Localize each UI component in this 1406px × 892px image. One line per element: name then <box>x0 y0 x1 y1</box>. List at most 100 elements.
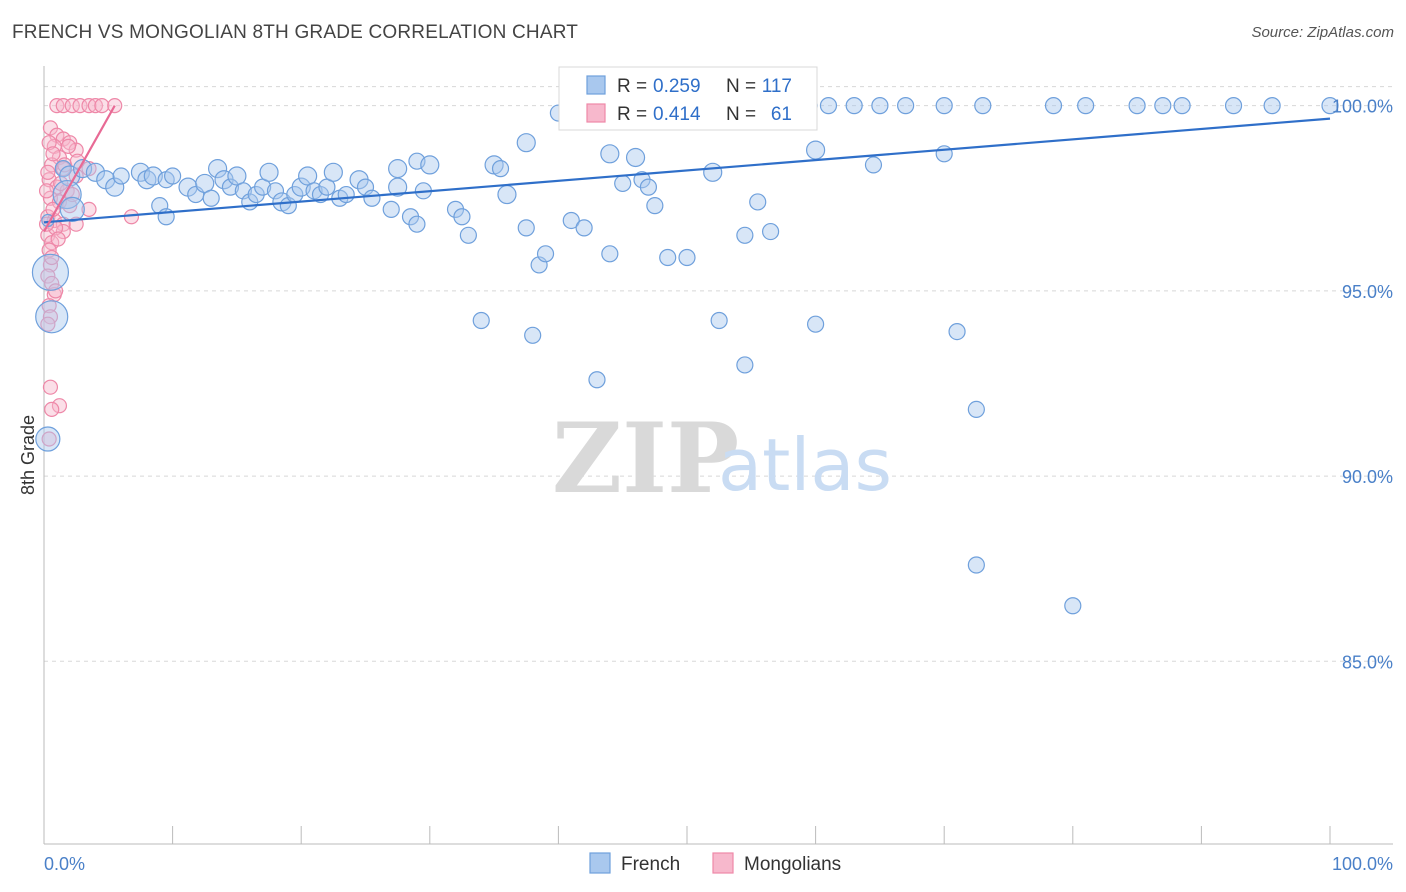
mongolians-point <box>38 183 55 199</box>
mongolians-point <box>64 98 80 114</box>
french-point <box>459 226 477 244</box>
french-point <box>164 167 182 185</box>
mongolians-point <box>50 231 66 247</box>
chart-title: FRENCH VS MONGOLIAN 8TH GRADE CORRELATIO… <box>12 22 579 43</box>
french-point <box>600 144 620 164</box>
trend-lines <box>43 105 1331 233</box>
french-r-value: 0.259 <box>653 76 701 97</box>
y-axis-label: 8th Grade <box>18 415 38 495</box>
french-point <box>221 178 240 196</box>
french-point <box>659 248 677 267</box>
french-swatch <box>586 75 606 95</box>
mongolians-point <box>68 142 84 158</box>
french-point <box>562 211 580 230</box>
french-point <box>35 300 69 334</box>
french-point <box>974 97 992 115</box>
mongolians-point <box>55 223 71 240</box>
french-point <box>736 226 754 244</box>
french-point <box>382 200 400 218</box>
mongolians-points <box>38 98 140 447</box>
french-point <box>1224 97 1243 115</box>
french-point <box>1321 97 1339 115</box>
french-point <box>31 253 70 291</box>
french-point <box>897 97 915 115</box>
french-point <box>323 162 343 182</box>
french-trend-line <box>43 117 1331 224</box>
french-point <box>1128 97 1146 115</box>
mongolians-point <box>41 135 57 151</box>
french-point <box>208 159 228 179</box>
french-point <box>805 140 826 160</box>
french-point <box>536 245 555 263</box>
french-point <box>227 166 247 186</box>
y-tick-labels: 85.0% 90.0% 95.0% 100.0% <box>1332 97 1393 673</box>
y-tick-label: 90.0% <box>1342 467 1393 487</box>
french-point <box>202 189 220 207</box>
mongolians-point <box>40 316 56 332</box>
stats-legend: R = 0.259 N = 117 R = 0.414 N = 61 <box>558 66 818 131</box>
mongolians-point <box>40 268 56 284</box>
mongolians-swatch <box>586 103 606 123</box>
french-point <box>130 162 151 182</box>
french-point <box>736 356 754 374</box>
mongolians-point <box>94 98 110 114</box>
french-point <box>420 155 440 175</box>
y-tick-label: 95.0% <box>1342 282 1393 302</box>
french-point <box>703 162 723 182</box>
french-point <box>517 219 535 237</box>
french-point <box>472 311 490 330</box>
mongolians-point <box>51 398 68 414</box>
french-point <box>806 315 825 333</box>
french-point <box>408 215 426 233</box>
french-point <box>453 208 471 226</box>
french-points <box>31 97 1339 615</box>
french-point <box>749 193 767 211</box>
french-point <box>1064 597 1082 615</box>
x-tick-label-max: 100.0% <box>1332 854 1393 874</box>
french-point <box>1044 97 1063 115</box>
mongolians-r-label: R = <box>617 104 647 125</box>
french-point <box>948 323 966 341</box>
french-point <box>337 185 355 204</box>
french-point <box>266 182 285 200</box>
french-point <box>1154 97 1172 115</box>
french-point <box>575 219 593 237</box>
mongolians-point <box>47 283 64 299</box>
french-point <box>625 147 646 168</box>
y-tick-label: 100.0% <box>1332 97 1393 117</box>
mongolians-point <box>42 190 59 206</box>
french-point <box>845 97 863 115</box>
mongolians-point <box>42 379 59 395</box>
legend-french-swatch <box>589 852 611 874</box>
watermark-zip: ZIP <box>552 402 739 515</box>
french-point <box>1077 97 1095 115</box>
french-point <box>967 556 985 574</box>
french-point <box>491 160 510 178</box>
series-legend: French Mongolians <box>589 852 841 875</box>
french-point <box>497 184 517 205</box>
french-point <box>1173 97 1191 115</box>
mongolians-r-value: 0.414 <box>653 104 701 125</box>
legend-mongolians-label: Mongolians <box>744 854 841 875</box>
french-point <box>646 197 664 215</box>
french-point <box>935 97 953 115</box>
french-point <box>524 326 542 344</box>
mongolians-n-value: 61 <box>771 104 792 125</box>
french-point <box>761 222 780 241</box>
french-point <box>588 371 606 389</box>
mongolians-point <box>45 146 61 162</box>
french-point <box>819 97 838 115</box>
watermark: ZIP atlas <box>552 402 892 515</box>
french-point <box>388 159 408 179</box>
mongolians-n-label: N = <box>726 104 756 125</box>
french-point <box>59 196 85 222</box>
french-point <box>35 426 61 452</box>
french-point <box>967 400 985 418</box>
french-point <box>710 311 728 330</box>
y-tick-label: 85.0% <box>1342 652 1393 672</box>
french-point <box>363 189 381 207</box>
mongolians-point <box>40 164 56 180</box>
french-point <box>259 162 279 182</box>
french-point <box>298 166 318 186</box>
